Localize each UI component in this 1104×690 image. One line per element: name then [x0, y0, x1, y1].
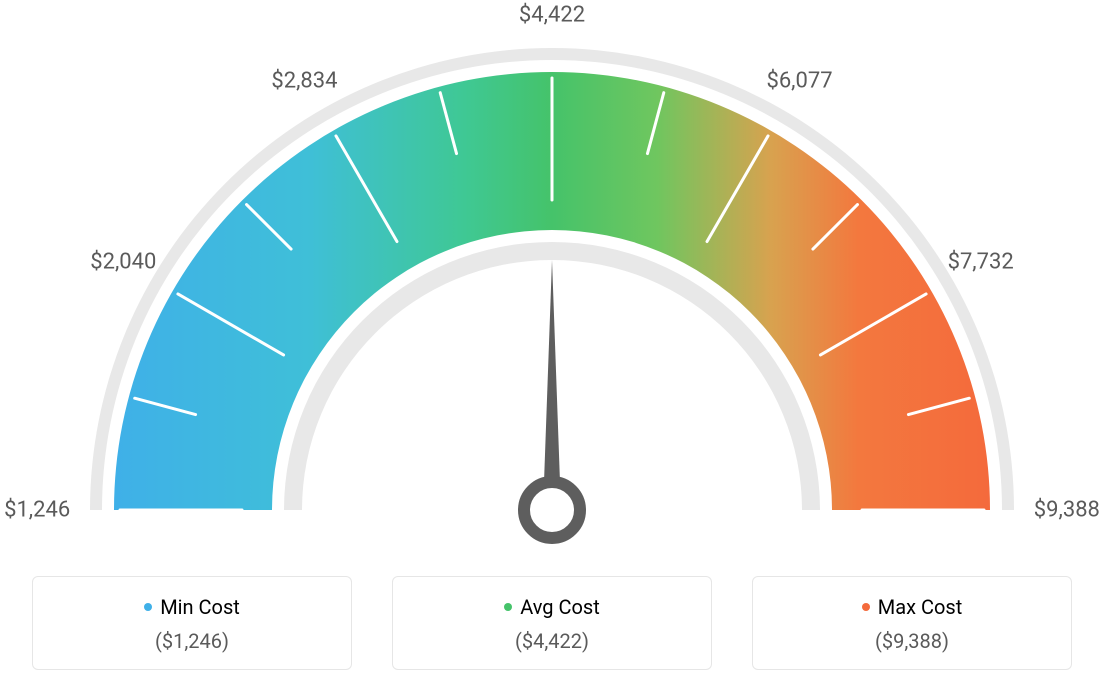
gauge-tick-label: $2,040 — [90, 250, 156, 275]
gauge-tick-label: $2,834 — [271, 69, 337, 94]
legend-title-avg: Avg Cost — [504, 595, 600, 619]
legend-row: Min Cost ($1,246) Avg Cost ($4,422) Max … — [0, 576, 1104, 670]
legend-dot-max — [862, 603, 870, 611]
legend-value-avg: ($4,422) — [403, 629, 701, 653]
gauge-tick-label: $7,732 — [948, 250, 1014, 275]
legend-label-avg: Avg Cost — [520, 595, 600, 619]
gauge-chart: $1,246 $2,040 $2,834 $4,422 $6,077 $7,732 $9,3… — [0, 0, 1104, 560]
gauge-svg — [0, 0, 1104, 560]
legend-card-max: Max Cost ($9,388) — [752, 576, 1072, 670]
legend-card-min: Min Cost ($1,246) — [32, 576, 352, 670]
gauge-tick-label: $6,077 — [766, 69, 832, 94]
gauge-tick-label: $9,388 — [1034, 498, 1100, 523]
legend-label-max: Max Cost — [878, 595, 963, 619]
legend-dot-avg — [504, 603, 512, 611]
legend-dot-min — [144, 603, 152, 611]
gauge-tick-label: $4,422 — [519, 3, 585, 28]
legend-label-min: Min Cost — [160, 595, 240, 619]
legend-card-avg: Avg Cost ($4,422) — [392, 576, 712, 670]
gauge-tick-label: $1,246 — [4, 498, 70, 523]
legend-value-max: ($9,388) — [763, 629, 1061, 653]
legend-title-max: Max Cost — [862, 595, 963, 619]
legend-value-min: ($1,246) — [43, 629, 341, 653]
legend-title-min: Min Cost — [144, 595, 240, 619]
